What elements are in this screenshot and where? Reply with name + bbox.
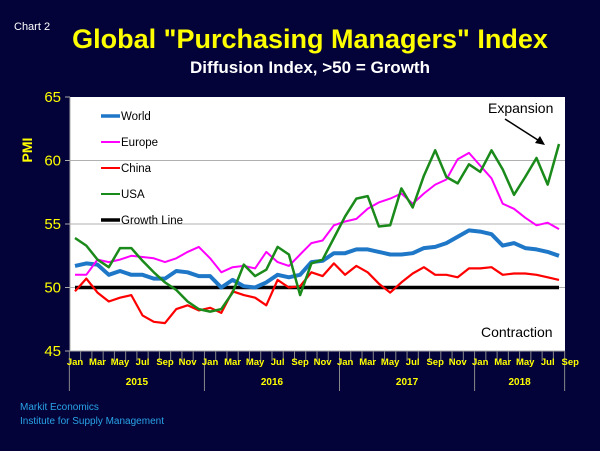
x-tick-label: Nov xyxy=(314,357,333,368)
x-tick-label: Sep xyxy=(156,357,174,368)
x-tick-label: Jul xyxy=(406,357,420,368)
chart-title: Global "Purchasing Managers" Index xyxy=(72,24,548,54)
year-label: 2018 xyxy=(508,377,531,388)
x-tick-label: Nov xyxy=(449,357,468,368)
x-tick-label: May xyxy=(381,357,400,368)
legend-label-usa: USA xyxy=(121,189,145,201)
x-tick-label: Jan xyxy=(202,357,219,368)
y-axis-label: PMI xyxy=(19,138,35,163)
y-tick-label: 50 xyxy=(44,280,61,297)
source-line-2: Institute for Supply Management xyxy=(20,416,164,427)
x-tick-label: Jan xyxy=(337,357,354,368)
expansion-arrow xyxy=(504,118,542,143)
x-tick-label: Nov xyxy=(179,357,198,368)
series-line-europe xyxy=(75,151,560,276)
x-tick-label: Jul xyxy=(136,357,150,368)
y-tick-label: 60 xyxy=(44,153,61,170)
x-tick-label: Mar xyxy=(359,357,376,368)
y-axis: 45 50 55 60 65 xyxy=(44,89,71,360)
x-tick-label: Mar xyxy=(89,357,106,368)
x-tick-label: May xyxy=(516,357,535,368)
year-label: 2015 xyxy=(126,377,149,388)
source-line-1: Markit Economics xyxy=(20,402,99,413)
x-tick-label: Jul xyxy=(271,357,285,368)
x-tick-label: May xyxy=(246,357,265,368)
year-label: 2017 xyxy=(396,377,419,388)
x-tick-label: Jan xyxy=(472,357,489,368)
x-tick-label: Mar xyxy=(494,357,511,368)
legend-label-china: China xyxy=(121,163,152,175)
y-tick-label: 65 xyxy=(44,89,61,106)
y-tick-label: 45 xyxy=(44,343,61,360)
x-tick-label: Jan xyxy=(67,357,84,368)
series-lines xyxy=(74,143,561,325)
series-line-china xyxy=(74,262,560,325)
expansion-label: Expansion xyxy=(488,100,553,116)
expansion-arrow-head xyxy=(535,136,545,145)
legend-label-europe: Europe xyxy=(121,137,158,149)
series-line-usa xyxy=(74,143,561,313)
y-tick-label: 55 xyxy=(44,216,61,233)
chart-label: Chart 2 xyxy=(14,21,51,33)
x-tick-label: Sep xyxy=(426,357,444,368)
legend-label-growth-line: Growth Line xyxy=(121,215,183,227)
legend-label-world: World xyxy=(121,111,151,123)
x-tick-label: May xyxy=(111,357,130,368)
year-label: 2016 xyxy=(261,377,284,388)
legend: World Europe China USA Growth Line xyxy=(101,111,183,227)
contraction-label: Contraction xyxy=(481,324,553,340)
x-tick-label: Sep xyxy=(562,357,580,368)
x-axis: Jan Mar May Jul Sep Nov Jan Mar May Jul Sep Nov Jan M… xyxy=(67,350,580,391)
x-tick-label: Jul xyxy=(541,357,555,368)
x-tick-label: Mar xyxy=(224,357,241,368)
chart-subtitle: Diffusion Index, >50 = Growth xyxy=(190,58,430,77)
x-tick-label: Sep xyxy=(291,357,309,368)
